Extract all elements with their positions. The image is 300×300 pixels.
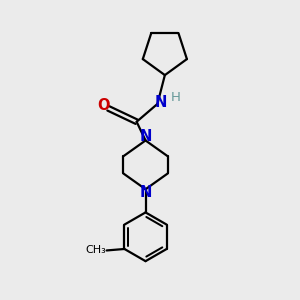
- Text: H: H: [170, 92, 180, 104]
- Text: N: N: [140, 185, 152, 200]
- Text: CH₃: CH₃: [85, 245, 106, 255]
- Text: O: O: [97, 98, 109, 113]
- Text: N: N: [154, 95, 167, 110]
- Text: N: N: [140, 129, 152, 144]
